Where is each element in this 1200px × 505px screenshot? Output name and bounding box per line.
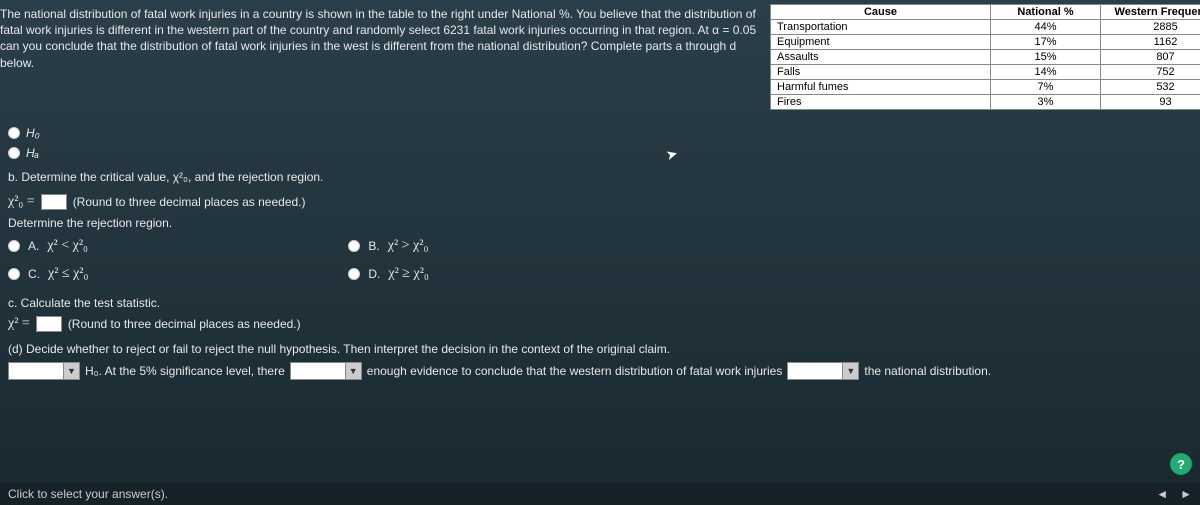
table-row: Falls14%752 <box>771 65 1200 80</box>
cell: 17% <box>991 35 1101 50</box>
option-b-formula: χ² > χ²₀ <box>388 238 429 254</box>
cell: 7% <box>991 80 1101 95</box>
part-d-label: (d) Decide whether to reject or fail to … <box>8 342 1192 356</box>
chi-input[interactable] <box>36 316 62 332</box>
option-a-formula: χ² < χ²₀ <box>47 238 88 254</box>
chi0-suffix: (Round to three decimal places as needed… <box>73 195 306 209</box>
radio-option-b[interactable] <box>348 240 360 252</box>
option-b-letter: B. <box>368 239 379 253</box>
chi-prefix: χ² = <box>8 316 30 332</box>
cell: 807 <box>1101 50 1200 65</box>
cell: 44% <box>991 20 1101 35</box>
cell: Harmful fumes <box>771 80 991 95</box>
option-c-letter: C. <box>28 267 40 281</box>
table-row: Equipment17%1162 <box>771 35 1200 50</box>
option-a-letter: A. <box>28 239 39 253</box>
option-d-formula: χ² ≥ χ²₀ <box>388 266 428 282</box>
radio-ha[interactable] <box>8 147 20 159</box>
chevron-down-icon: ▼ <box>345 363 361 379</box>
th-national: National % <box>991 5 1101 20</box>
data-table: Cause National % Western Frequency Trans… <box>770 4 1200 110</box>
cell: Equipment <box>771 35 991 50</box>
part-b-label: b. Determine the critical value, χ²₀, an… <box>8 170 1192 184</box>
option-d-letter: D. <box>368 267 380 281</box>
th-western: Western Frequency <box>1101 5 1200 20</box>
cell: 2885 <box>1101 20 1200 35</box>
cell: Falls <box>771 65 991 80</box>
th-cause: Cause <box>771 5 991 20</box>
footer-hint: Click to select your answer(s). <box>8 487 168 501</box>
cell: 15% <box>991 50 1101 65</box>
seg1: H₀. At the 5% significance level, there <box>85 364 285 378</box>
seg3: the national distribution. <box>864 364 991 378</box>
radio-option-a[interactable] <box>8 240 20 252</box>
part-c-label: c. Calculate the test statistic. <box>8 296 1192 310</box>
dropdown-compare[interactable]: ▼ <box>787 362 859 380</box>
dropdown-evidence[interactable]: ▼ <box>290 362 362 380</box>
cell: Transportation <box>771 20 991 35</box>
radio-option-c[interactable] <box>8 268 20 280</box>
table-row: Transportation44%2885 <box>771 20 1200 35</box>
cell: 1162 <box>1101 35 1200 50</box>
table-row: Assaults15%807 <box>771 50 1200 65</box>
next-button[interactable]: ► <box>1180 487 1192 501</box>
help-button[interactable]: ? <box>1170 453 1192 475</box>
cell: Fires <box>771 95 991 110</box>
seg2: enough evidence to conclude that the wes… <box>367 364 783 378</box>
radio-h0[interactable] <box>8 127 20 139</box>
cell: 532 <box>1101 80 1200 95</box>
cell: 93 <box>1101 95 1200 110</box>
label-h0: H₀ <box>26 126 40 140</box>
prev-button[interactable]: ◄ <box>1156 487 1168 501</box>
table-row: Fires3%93 <box>771 95 1200 110</box>
chi0-prefix: χ²₀ = <box>8 194 35 210</box>
chi-suffix: (Round to three decimal places as needed… <box>68 317 301 331</box>
rejection-label: Determine the rejection region. <box>8 216 1192 230</box>
question-prompt: The national distribution of fatal work … <box>0 4 770 73</box>
radio-option-d[interactable] <box>348 268 360 280</box>
chevron-down-icon: ▼ <box>63 363 79 379</box>
chevron-down-icon: ▼ <box>842 363 858 379</box>
cell: 3% <box>991 95 1101 110</box>
cell: 14% <box>991 65 1101 80</box>
cell: Assaults <box>771 50 991 65</box>
table-row: Harmful fumes7%532 <box>771 80 1200 95</box>
option-c-formula: χ² ≤ χ²₀ <box>48 266 88 282</box>
cell: 752 <box>1101 65 1200 80</box>
dropdown-decision[interactable]: ▼ <box>8 362 80 380</box>
chi0-input[interactable] <box>41 194 67 210</box>
label-ha: Hₐ <box>26 146 39 160</box>
